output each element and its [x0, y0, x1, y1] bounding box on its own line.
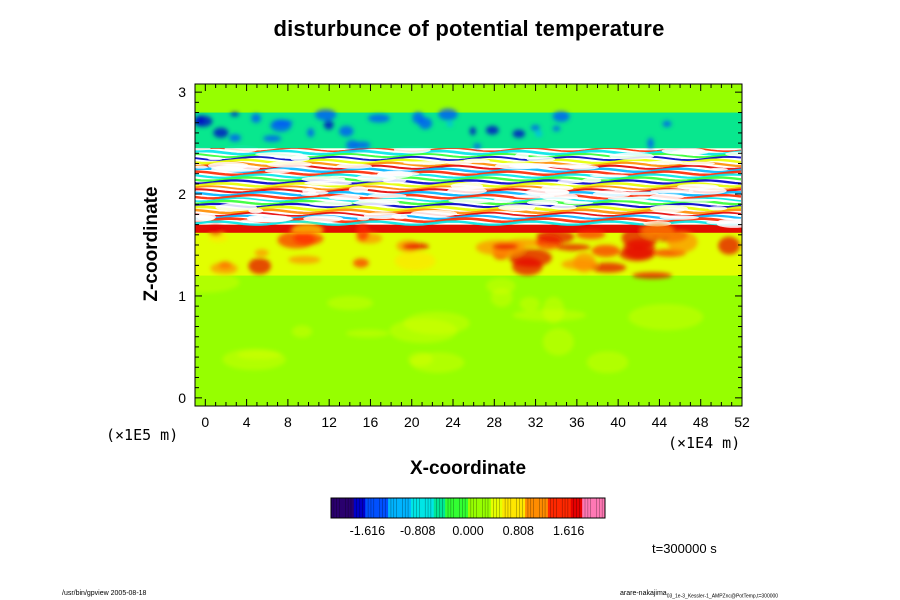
- colorbar-swatch: [388, 498, 400, 518]
- x-tick-label: 32: [528, 414, 544, 430]
- x-axis-label: X-coordinate: [409, 458, 527, 479]
- colorbar-swatch: [490, 498, 503, 518]
- y-tick-label: 0: [178, 390, 186, 406]
- band-3: [195, 224, 742, 233]
- y-axis-label: Z-coordinate: [141, 186, 162, 302]
- footer-left: /usr/bin/gpview 2005-08-18: [62, 590, 147, 597]
- y-tick-label: 1: [178, 288, 186, 304]
- x-tick-label: 0: [201, 414, 209, 430]
- colorbar-tick-label: 0.000: [452, 524, 483, 538]
- footer-right-sub: 03_1e-3_Kessler-1_AMPZnc@PotTemp,t=30000…: [666, 593, 779, 600]
- chart-title: disturbunce of potential temperature: [273, 16, 665, 41]
- colorbar-tick-label: 0.808: [503, 524, 534, 538]
- footer-right: arare-nakajima03_1e-3_Kessler-1_AMPZnc@P…: [620, 590, 778, 599]
- colorbar-tick-label: -1.616: [350, 524, 385, 538]
- y-unit-note: (×1E5 m): [106, 426, 179, 444]
- x-tick-label: 8: [284, 414, 292, 430]
- x-tick-label: 40: [610, 414, 626, 430]
- y-tick-label: 2: [178, 186, 186, 202]
- field-texture: [195, 108, 740, 374]
- y-axis: 0 1 2 3: [178, 84, 742, 406]
- band-6: [195, 84, 742, 113]
- x-tick-label: 4: [243, 414, 251, 430]
- x-tick-label: 36: [569, 414, 585, 430]
- colorbar-frame: [330, 497, 606, 519]
- band-0: [195, 336, 742, 398]
- heatmap-field: [195, 84, 742, 406]
- band-saturated: [195, 145, 742, 228]
- colorbar-tick-label: 1.616: [553, 524, 584, 538]
- colorbar-tick-label: -0.808: [400, 524, 435, 538]
- colorbar: -1.616 -0.808 0.000 0.808 1.616: [330, 497, 606, 538]
- x-axis: 0 4 8 12 16 20 24 28 32 36 40 44 48 52: [194, 84, 750, 430]
- x-tick-label: 12: [321, 414, 337, 430]
- x-tick-label: 52: [734, 414, 750, 430]
- time-label: t=300000 s: [652, 541, 717, 556]
- x-tick-label: 24: [445, 414, 461, 430]
- colorbar-swatch: [536, 498, 549, 518]
- colorbar-swatch: [570, 498, 583, 518]
- x-unit-note: (×1E4 m): [668, 434, 741, 452]
- footer-right-main: arare-nakajima: [620, 590, 667, 597]
- x-tick-label: 20: [404, 414, 420, 430]
- y-tick-label: 3: [178, 84, 186, 100]
- x-tick-label: 44: [652, 414, 668, 430]
- x-tick-label: 16: [363, 414, 379, 430]
- colorbar-swatch: [456, 498, 469, 518]
- x-tick-label: 28: [487, 414, 503, 430]
- colorbar-swatch: [422, 498, 435, 518]
- colorbar-swatch: [353, 498, 366, 518]
- x-tick-label: 48: [693, 414, 709, 430]
